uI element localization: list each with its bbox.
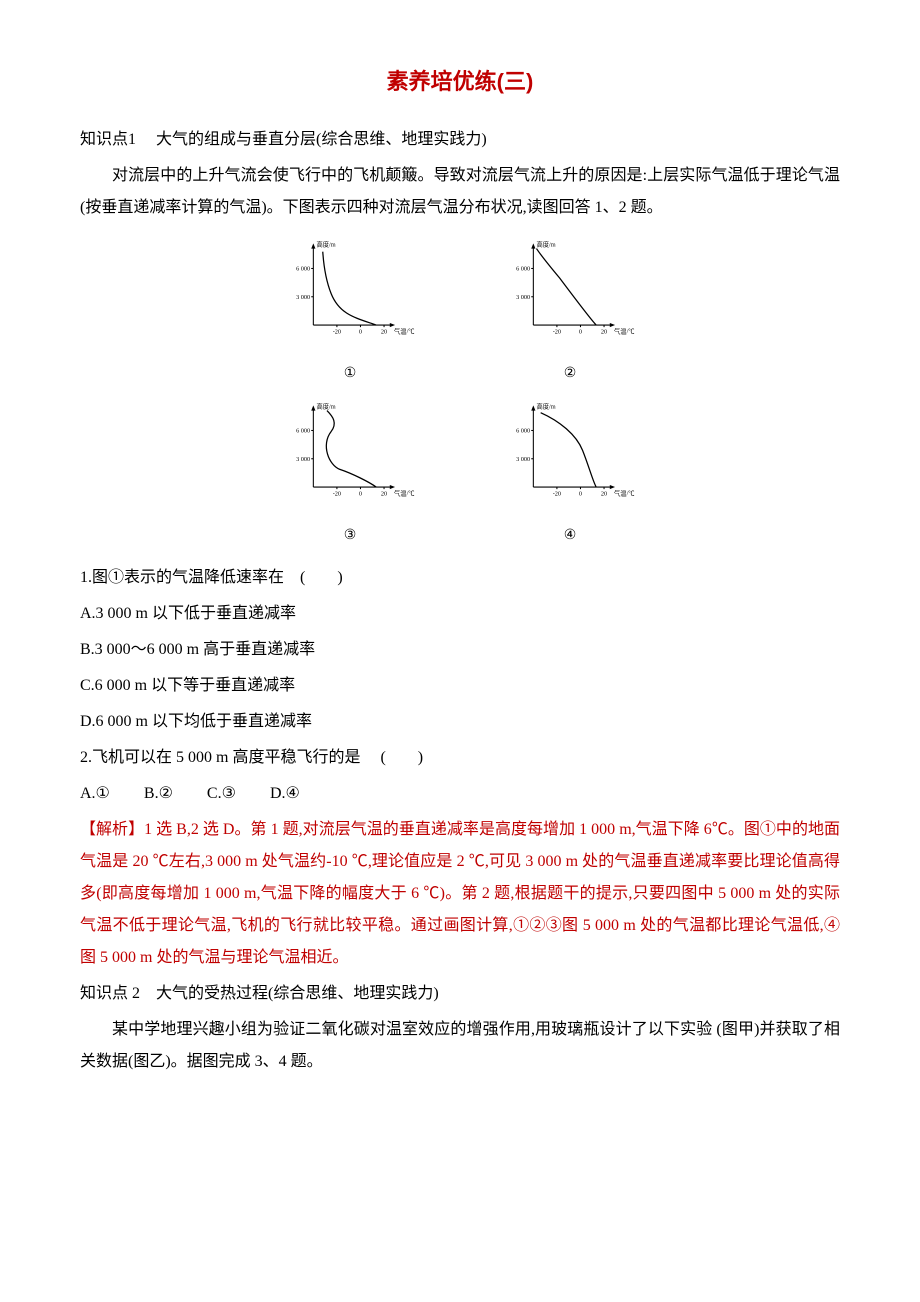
svg-text:20: 20 <box>381 328 387 335</box>
analysis-block: 【解析】1 选 B,2 选 D。第 1 题,对流层气温的垂直递减率是高度每增加 … <box>80 814 840 974</box>
chart-4: 3 000 6 000 高度/m -20 0 20 气温/℃ ④ <box>480 398 660 550</box>
svg-text:3 000: 3 000 <box>516 294 530 301</box>
svg-text:3 000: 3 000 <box>296 456 310 463</box>
q1-option-a: A.3 000 m 以下低于垂直递减率 <box>80 598 840 630</box>
svg-text:-20: -20 <box>333 328 341 335</box>
q2-option-b: B.② <box>144 785 173 802</box>
svg-text:6 000: 6 000 <box>296 428 310 435</box>
svg-text:3 000: 3 000 <box>516 456 530 463</box>
chart-3-label: ③ <box>260 522 440 550</box>
svg-text:高度/m: 高度/m <box>536 401 555 410</box>
q2-option-a: A.① <box>80 785 110 802</box>
svg-text:高度/m: 高度/m <box>316 239 335 248</box>
knowledge-point-1: 知识点1 大气的组成与垂直分层(综合思维、地理实践力) <box>80 124 840 156</box>
svg-text:3 000: 3 000 <box>296 294 310 301</box>
svg-text:-20: -20 <box>553 328 561 335</box>
svg-text:-20: -20 <box>333 490 341 497</box>
svg-text:气温/℃: 气温/℃ <box>394 326 415 335</box>
chart-1: 3 000 6 000 高度/m -20 0 20 气温/℃ ① <box>260 236 440 388</box>
q1-option-d: D.6 000 m 以下均低于垂直递减率 <box>80 706 840 738</box>
chart-4-label: ④ <box>480 522 660 550</box>
svg-text:高度/m: 高度/m <box>536 239 555 248</box>
svg-text:高度/m: 高度/m <box>316 401 335 410</box>
svg-text:0: 0 <box>579 328 582 335</box>
chart-4-svg: 3 000 6 000 高度/m -20 0 20 气温/℃ <box>485 398 655 508</box>
q2-options: A.① B.② C.③ D.④ <box>80 778 840 810</box>
chart-row-1: 3 000 6 000 高度/m -20 0 20 气温/℃ ① 3 000 6 000 高度/… <box>260 236 660 388</box>
q1-option-b: B.3 000～6 000 m 高于垂直递减率 <box>80 634 840 666</box>
svg-text:6 000: 6 000 <box>296 266 310 273</box>
svg-text:6 000: 6 000 <box>516 266 530 273</box>
chart-2-svg: 3 000 6 000 高度/m -20 0 20 气温/℃ <box>485 236 655 346</box>
svg-text:20: 20 <box>381 490 387 497</box>
svg-text:6 000: 6 000 <box>516 428 530 435</box>
chart-3: 3 000 6 000 高度/m -20 0 20 气温/℃ ③ <box>260 398 440 550</box>
chart-2-label: ② <box>480 360 660 388</box>
intro-paragraph-2: 某中学地理兴趣小组为验证二氧化碳对温室效应的增强作用,用玻璃瓶设计了以下实验 (… <box>80 1014 840 1078</box>
chart-2: 3 000 6 000 高度/m -20 0 20 气温/℃ ② <box>480 236 660 388</box>
knowledge-point-2: 知识点 2 大气的受热过程(综合思维、地理实践力) <box>80 978 840 1010</box>
analysis-body: 第 1 题,对流层气温的垂直递减率是高度每增加 1 000 m,气温下降 6℃。… <box>80 821 840 966</box>
svg-text:20: 20 <box>601 490 607 497</box>
svg-text:20: 20 <box>601 328 607 335</box>
q1-option-c: C.6 000 m 以下等于垂直递减率 <box>80 670 840 702</box>
chart-row-2: 3 000 6 000 高度/m -20 0 20 气温/℃ ③ 3 000 6 000 高度/… <box>260 398 660 550</box>
svg-text:气温/℃: 气温/℃ <box>394 488 415 497</box>
svg-text:0: 0 <box>579 490 582 497</box>
svg-text:-20: -20 <box>553 490 561 497</box>
q2-stem: 2.飞机可以在 5 000 m 高度平稳飞行的是 ( ) <box>80 742 840 774</box>
q2-option-c: C.③ <box>207 785 236 802</box>
svg-text:气温/℃: 气温/℃ <box>614 326 635 335</box>
svg-text:0: 0 <box>359 328 362 335</box>
chart-1-label: ① <box>260 360 440 388</box>
q1-stem: 1.图①表示的气温降低速率在 ( ) <box>80 562 840 594</box>
svg-text:0: 0 <box>359 490 362 497</box>
chart-1-svg: 3 000 6 000 高度/m -20 0 20 气温/℃ <box>265 236 435 346</box>
chart-3-svg: 3 000 6 000 高度/m -20 0 20 气温/℃ <box>265 398 435 508</box>
svg-text:气温/℃: 气温/℃ <box>614 488 635 497</box>
q2-option-d: D.④ <box>270 785 300 802</box>
intro-paragraph-1: 对流层中的上升气流会使飞行中的飞机颠簸。导致对流层气流上升的原因是:上层实际气温… <box>80 160 840 224</box>
page-title: 素养培优练(三) <box>80 60 840 104</box>
analysis-prefix: 【解析】1 选 B,2 选 D。 <box>80 821 251 838</box>
chart-grid: 3 000 6 000 高度/m -20 0 20 气温/℃ ① 3 000 6 000 高度/… <box>260 236 660 550</box>
